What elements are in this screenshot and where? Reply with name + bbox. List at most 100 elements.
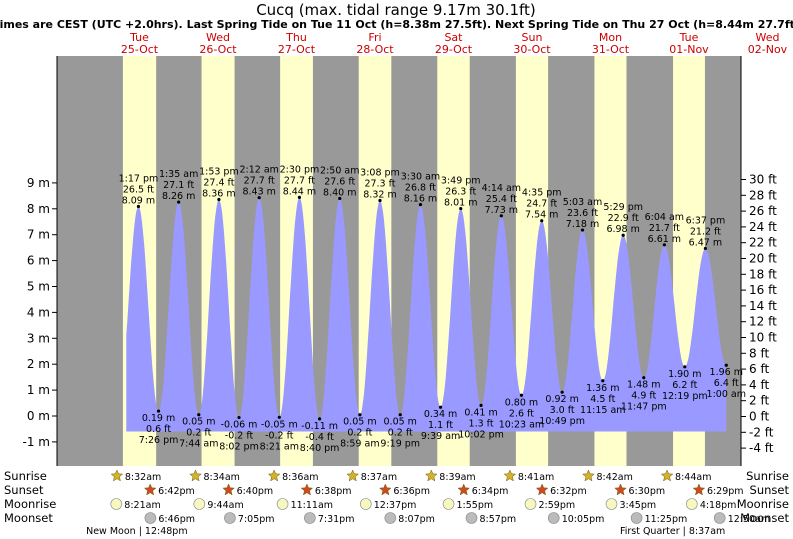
tide-curve xyxy=(126,197,727,432)
day-date-label: 30-Oct xyxy=(513,43,551,56)
moonset-time: 7:31pm xyxy=(318,514,355,525)
right-tick-label: 12 ft xyxy=(749,315,777,329)
sunset-icon xyxy=(692,483,706,496)
moonrise-icon xyxy=(605,498,618,510)
left-tick-label: 2 m xyxy=(27,357,50,371)
low-tide-time: 9:39 am xyxy=(421,431,460,442)
sunset-time: 6:36pm xyxy=(393,486,430,497)
high-tide-metres: 8.32 m xyxy=(363,190,396,201)
high-tide-marker xyxy=(418,203,423,207)
moonrise-time: 4:18pm xyxy=(700,500,737,511)
day-name-label: Fri xyxy=(368,31,381,44)
sunrise-icon xyxy=(582,469,595,482)
moonset-icon xyxy=(224,512,236,524)
row-label-left: Moonset xyxy=(4,511,53,525)
sunrise-icon xyxy=(660,469,674,482)
low-tide-metres: 0.80 m xyxy=(505,397,538,408)
left-tick-label: 6 m xyxy=(27,254,50,268)
right-tick-label: 2 ft xyxy=(749,394,769,408)
low-tide-time: 8:21 am xyxy=(260,441,299,452)
chart-subtitle: Times are CEST (UTC +2.0hrs). Last Sprin… xyxy=(0,18,793,31)
sunrise-time: 8:42am xyxy=(596,472,632,483)
high-tide-metres: 8.16 m xyxy=(404,194,437,205)
moonrise-icon xyxy=(359,498,372,510)
sunset-time: 6:32pm xyxy=(550,486,587,497)
low-tide-marker xyxy=(438,405,443,409)
high-tide-feet: 27.4 ft xyxy=(203,177,234,188)
high-tide-feet: 26.5 ft xyxy=(123,184,154,195)
sunrise-time: 8:39am xyxy=(439,472,475,483)
moonset-time: 7:05pm xyxy=(238,514,275,525)
right-tick-label: -2 ft xyxy=(749,425,774,439)
high-tide-feet: 27.1 ft xyxy=(163,180,194,191)
sunset-time: 6:42pm xyxy=(158,486,195,497)
low-tide-feet: -0.2 ft xyxy=(225,431,254,442)
low-tide-time: 9:19 pm xyxy=(380,439,420,450)
high-tide-feet: 23.6 ft xyxy=(567,208,598,219)
high-tide-metres: 7.54 m xyxy=(525,210,558,221)
low-tide-marker xyxy=(519,393,524,397)
moonset-time: 8:07pm xyxy=(398,514,435,525)
low-tide-feet: 6.2 ft xyxy=(672,380,697,391)
day-date-label: 28-Oct xyxy=(356,43,394,56)
right-tick-label: 20 ft xyxy=(749,252,777,266)
sunset-icon xyxy=(222,483,235,496)
low-tide-feet: 0.2 ft xyxy=(347,428,372,439)
low-tide-metres: 0.92 m xyxy=(545,394,578,405)
low-tide-marker xyxy=(479,403,483,407)
high-tide-feet: 26.3 ft xyxy=(445,187,476,198)
low-tide-time: 12:19 pm xyxy=(662,391,708,402)
moonrise-icon xyxy=(276,498,289,510)
sunset-icon xyxy=(614,483,627,496)
day-date-label: 27-Oct xyxy=(278,43,316,56)
sunrise-time: 8:32am xyxy=(125,472,161,483)
high-tide-metres: 7.18 m xyxy=(566,219,599,230)
moonset-time: 6:46pm xyxy=(158,514,195,525)
high-tide-time: 4:35 pm xyxy=(522,188,562,199)
row-label-right: Moonset xyxy=(740,511,789,525)
high-tide-marker xyxy=(621,233,625,237)
low-tide-metres: 0.41 m xyxy=(464,407,497,418)
right-tick-label: 24 ft xyxy=(749,220,777,234)
low-tide-time: 11:15 am xyxy=(580,405,625,416)
low-tide-metres: 1.96 m xyxy=(710,367,743,378)
left-tick-label: 7 m xyxy=(27,228,50,242)
first-quarter-label: First Quarter | 8:37am xyxy=(620,526,725,537)
row-label-left: Sunset xyxy=(4,483,44,497)
low-tide-feet: 4.5 ft xyxy=(590,394,615,405)
day-name-label: Sun xyxy=(522,31,543,44)
high-tide-metres: 7.73 m xyxy=(485,205,518,216)
low-tide-feet: 0.2 ft xyxy=(388,428,413,439)
high-tide-marker xyxy=(580,228,585,232)
right-tick-label: 22 ft xyxy=(749,236,777,250)
sunrise-icon xyxy=(267,469,281,482)
moonset-icon xyxy=(547,512,560,524)
row-label-right: Sunrise xyxy=(746,469,789,483)
right-tick-label: 14 ft xyxy=(749,299,777,313)
right-tick-label: 8 ft xyxy=(749,346,769,360)
moonset-icon xyxy=(630,512,643,524)
low-tide-metres: 0.34 m xyxy=(424,409,457,420)
day-name-label: Wed xyxy=(206,31,230,44)
high-tide-feet: 27.7 ft xyxy=(284,175,315,186)
high-tide-time: 1:35 am xyxy=(159,169,198,180)
left-tick-label: 1 m xyxy=(27,383,50,397)
low-tide-feet: 6.4 ft xyxy=(714,378,739,389)
new-moon-label: New Moon | 12:48pm xyxy=(86,526,188,537)
low-tide-marker xyxy=(642,376,646,380)
low-tide-marker xyxy=(197,413,201,417)
sunset-time: 6:38pm xyxy=(315,486,352,497)
day-date-label: 02-Nov xyxy=(748,43,788,56)
high-tide-metres: 8.43 m xyxy=(242,187,275,198)
moonrise-time: 11:11am xyxy=(291,500,333,511)
low-tide-metres: 0.19 m xyxy=(142,413,175,424)
low-tide-time: 1:00 am xyxy=(707,389,746,400)
high-tide-time: 6:37 pm xyxy=(686,215,726,226)
high-tide-marker xyxy=(297,195,302,200)
high-tide-metres: 8.01 m xyxy=(444,198,477,209)
sunrise-icon xyxy=(346,469,360,482)
high-tide-metres: 8.44 m xyxy=(283,186,316,197)
left-tick-label: 0 m xyxy=(27,409,50,423)
